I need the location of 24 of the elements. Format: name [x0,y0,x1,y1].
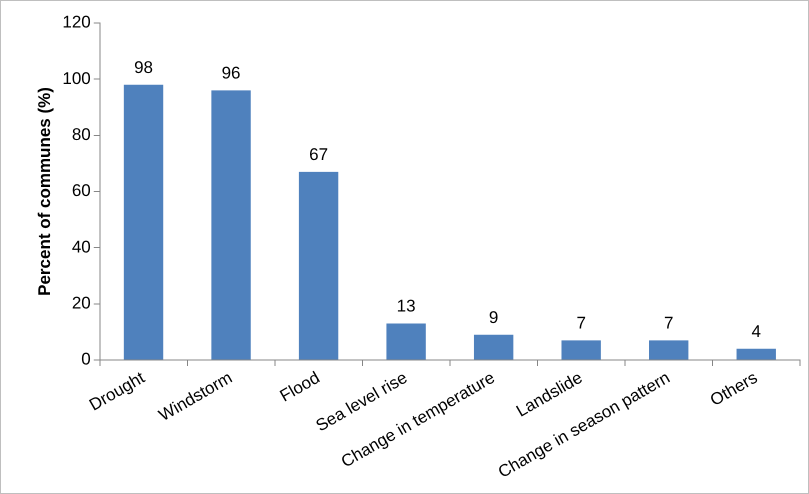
data-label: 67 [309,145,328,164]
bar [561,340,601,360]
bar [736,348,776,360]
y-tick-label: 40 [72,237,91,256]
y-tick-label: 0 [81,350,91,369]
y-tick-label: 20 [72,294,91,313]
data-label: 7 [664,314,674,333]
bar [649,340,688,360]
data-label: 4 [752,322,761,341]
bar [386,323,426,360]
data-label: 13 [396,296,416,316]
data-label: 9 [488,308,498,327]
data-label: 98 [134,58,153,77]
data-label: 7 [576,314,586,333]
y-tick-label: 60 [72,181,91,200]
y-tick-label: 80 [72,125,91,144]
data-label: 96 [222,64,241,83]
bar [474,334,514,360]
bar [211,90,251,360]
bar [124,84,164,360]
y-axis-title: Percent of communes (%) [34,87,54,296]
bar [298,172,338,360]
y-tick-label: 120 [62,12,91,32]
y-tick-label: 100 [62,68,91,88]
